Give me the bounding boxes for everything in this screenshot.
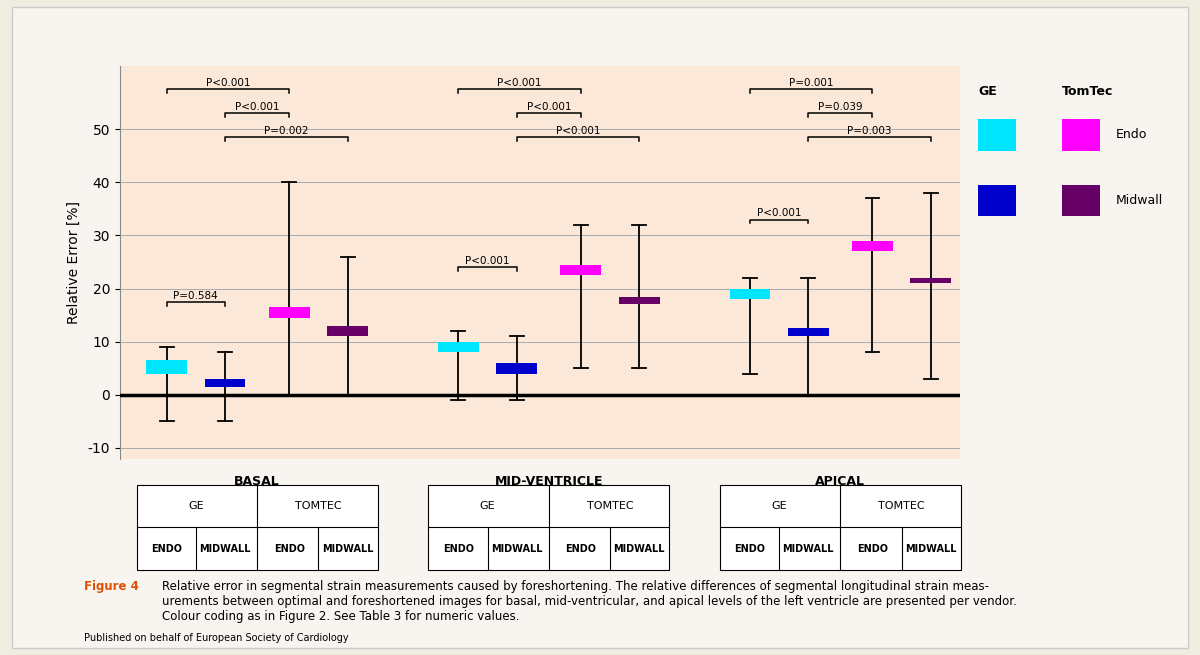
Text: P<0.001: P<0.001	[235, 102, 280, 112]
Y-axis label: Relative Error [%]: Relative Error [%]	[67, 200, 80, 324]
Text: BASAL: BASAL	[234, 475, 280, 488]
Text: MIDWALL: MIDWALL	[491, 544, 542, 553]
Bar	[497, 363, 538, 373]
Text: P<0.001: P<0.001	[527, 102, 571, 112]
Bar	[560, 265, 601, 275]
Text: P=0.001: P=0.001	[790, 79, 834, 88]
Text: GE: GE	[480, 501, 496, 511]
Text: MIDWALL: MIDWALL	[613, 544, 665, 553]
Text: ENDO: ENDO	[734, 544, 766, 553]
Text: TomTec: TomTec	[1062, 85, 1114, 98]
Text: MIDWALL: MIDWALL	[322, 544, 373, 553]
Bar	[204, 379, 246, 387]
Text: APICAL: APICAL	[816, 475, 865, 488]
Text: P<0.001: P<0.001	[556, 126, 600, 136]
Bar	[269, 307, 310, 318]
Text: ENDO: ENDO	[151, 544, 182, 553]
Text: Published on behalf of European Society of Cardiology: Published on behalf of European Society …	[84, 633, 349, 643]
Bar	[788, 328, 829, 337]
Text: P=0.584: P=0.584	[174, 291, 218, 301]
Bar	[619, 297, 660, 305]
Text: Figure 4: Figure 4	[84, 580, 143, 593]
Text: GE: GE	[188, 501, 204, 511]
Text: P<0.001: P<0.001	[205, 79, 250, 88]
Text: P<0.001: P<0.001	[497, 79, 542, 88]
Text: P=0.003: P=0.003	[847, 126, 892, 136]
Text: ENDO: ENDO	[274, 544, 305, 553]
Text: P=0.039: P=0.039	[818, 102, 863, 112]
Bar	[852, 241, 893, 252]
Text: MIDWALL: MIDWALL	[199, 544, 251, 553]
Text: P<0.001: P<0.001	[757, 208, 802, 219]
Bar	[911, 278, 952, 283]
Bar	[328, 326, 368, 337]
Text: TOMTEC: TOMTEC	[295, 501, 342, 511]
Text: P=0.002: P=0.002	[264, 126, 308, 136]
Text: Endo: Endo	[1116, 128, 1147, 141]
Text: P<0.001: P<0.001	[466, 256, 510, 266]
Text: ENDO: ENDO	[857, 544, 888, 553]
Text: TOMTEC: TOMTEC	[587, 501, 634, 511]
Bar	[146, 360, 187, 373]
Text: ENDO: ENDO	[443, 544, 474, 553]
Text: GE: GE	[978, 85, 997, 98]
Bar	[730, 289, 770, 299]
Text: TOMTEC: TOMTEC	[878, 501, 925, 511]
Text: MIDWALL: MIDWALL	[905, 544, 956, 553]
Text: ENDO: ENDO	[565, 544, 596, 553]
Text: MIDWALL: MIDWALL	[782, 544, 834, 553]
Text: GE: GE	[772, 501, 787, 511]
Text: Midwall: Midwall	[1116, 194, 1163, 207]
Text: Relative error in segmental strain measurements caused by foreshortening. The re: Relative error in segmental strain measu…	[162, 580, 1016, 623]
Text: MID-VENTRICLE: MID-VENTRICLE	[494, 475, 604, 488]
Bar	[438, 342, 479, 352]
